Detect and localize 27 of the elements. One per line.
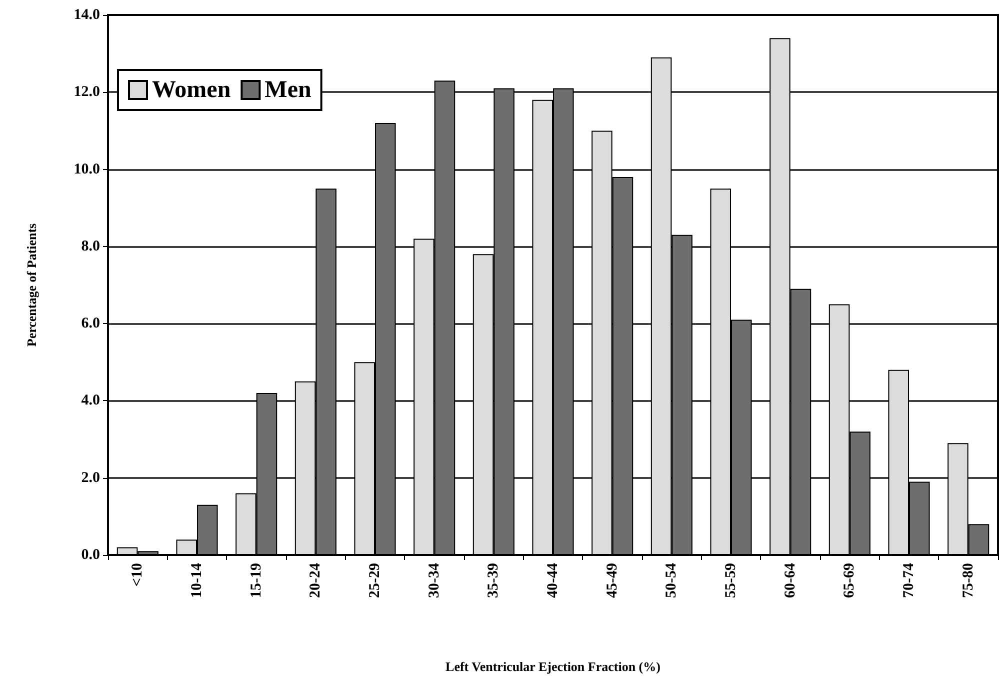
x-axis-title: Left Ventricular Ejection Fraction (%) xyxy=(446,659,660,674)
x-tick-label: 40-44 xyxy=(545,562,561,598)
y-tick-label: 14.0 xyxy=(74,7,100,23)
y-tick-label: 12.0 xyxy=(74,84,100,100)
y-tick-label: 4.0 xyxy=(81,392,100,409)
x-tick-label: 15-19 xyxy=(248,563,264,598)
y-axis-title: Percentage of Patients xyxy=(24,223,39,347)
x-tick-label: 35-39 xyxy=(486,563,502,598)
legend-label: Women xyxy=(152,77,231,103)
x-tick-label: 25-29 xyxy=(367,563,383,598)
x-tick-label: 65-69 xyxy=(842,563,858,598)
x-tick-label: 55-59 xyxy=(723,563,739,598)
y-tick-label: 0.0 xyxy=(81,547,100,563)
x-tick-label: 45-49 xyxy=(604,563,620,598)
y-tick-label: 10.0 xyxy=(74,161,100,178)
x-tick-label: 60-64 xyxy=(782,562,798,598)
x-tick-label: 20-24 xyxy=(308,562,324,598)
y-tick-label: 8.0 xyxy=(81,238,100,254)
x-tick-label: 30-34 xyxy=(426,562,442,598)
y-tick-label: 2.0 xyxy=(81,470,100,486)
x-tick-label: 70-74 xyxy=(901,562,917,598)
legend-label: Men xyxy=(264,77,312,103)
x-tick-label: <10 xyxy=(130,563,146,587)
x-tick-label: 50-54 xyxy=(664,562,680,598)
x-tick-label: 75-80 xyxy=(960,563,976,598)
y-tick-label: 6.0 xyxy=(81,316,100,332)
x-tick-label: 10-14 xyxy=(189,562,205,598)
